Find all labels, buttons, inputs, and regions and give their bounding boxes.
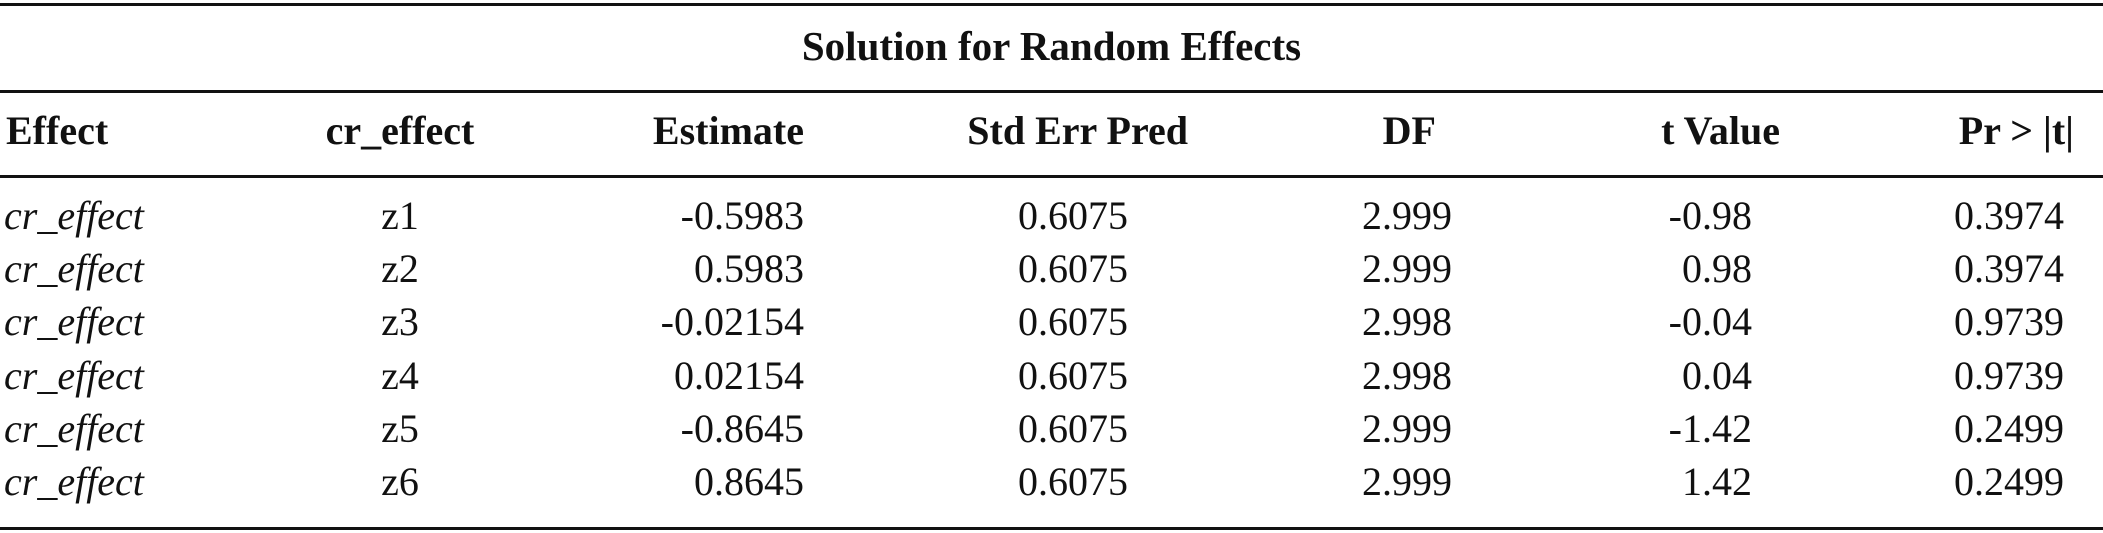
cell-std-err-pred: 0.6075 [1018,352,1128,398]
cell-effect: cr_effect [4,246,144,292]
cell-cr-effect: z6 [381,459,419,504]
cell-t-value: -0.04 [1668,299,1752,345]
cell-effect: cr_effect [4,459,144,504]
cell-cr-effect: z2 [381,246,419,292]
header-pr-t: Pr > |t| [1958,108,2074,153]
cell-pr-t: 0.2499 [1954,459,2064,504]
cell-std-err-pred: 0.6075 [1018,405,1128,451]
header-estimate: Estimate [652,108,804,153]
header-t-value: t Value [1661,108,1780,153]
cell-cr-effect: z1 [381,193,419,238]
top-rule [0,3,2103,6]
header-cr-effect: cr_effect [325,108,475,153]
cell-t-value: 0.04 [1682,352,1752,398]
cell-cr-effect: z3 [381,299,419,345]
cell-std-err-pred: 0.6075 [1018,193,1128,238]
cell-df: 2.998 [1362,352,1452,398]
cell-effect: cr_effect [4,352,144,398]
bottom-rule [0,527,2103,530]
cell-cr-effect: z4 [381,352,419,398]
cell-df: 2.999 [1362,405,1452,451]
cell-df: 2.998 [1362,299,1452,345]
cell-effect: cr_effect [4,193,144,238]
cell-pr-t: 0.2499 [1954,405,2064,451]
title-rule [0,90,2103,93]
cell-estimate: -0.5983 [680,193,804,238]
cell-std-err-pred: 0.6075 [1018,299,1128,345]
cell-df: 2.999 [1362,459,1452,504]
header-rule [0,175,2103,178]
cell-estimate: 0.02154 [674,352,804,398]
cell-t-value: 0.98 [1682,246,1752,292]
cell-std-err-pred: 0.6075 [1018,459,1128,504]
cell-df: 2.999 [1362,246,1452,292]
cell-t-value: -0.98 [1668,193,1752,238]
cell-pr-t: 0.3974 [1954,246,2064,292]
cell-std-err-pred: 0.6075 [1018,246,1128,292]
cell-t-value: 1.42 [1682,459,1752,504]
cell-estimate: -0.8645 [680,405,804,451]
header-effect: Effect [6,108,109,153]
cell-pr-t: 0.3974 [1954,193,2064,238]
table-title: Solution for Random Effects [801,23,1302,69]
cell-pr-t: 0.9739 [1954,299,2064,345]
cell-cr-effect: z5 [381,405,419,451]
cell-df: 2.999 [1362,193,1452,238]
cell-t-value: -1.42 [1668,405,1752,451]
header-std-err-pred: Std Err Pred [967,108,1188,153]
cell-effect: cr_effect [4,405,144,451]
cell-effect: cr_effect [4,299,144,345]
cell-estimate: 0.5983 [694,246,804,292]
cell-estimate: 0.8645 [694,459,804,504]
cell-pr-t: 0.9739 [1954,352,2064,398]
cell-estimate: -0.02154 [660,299,804,345]
header-df: DF [1382,108,1436,153]
